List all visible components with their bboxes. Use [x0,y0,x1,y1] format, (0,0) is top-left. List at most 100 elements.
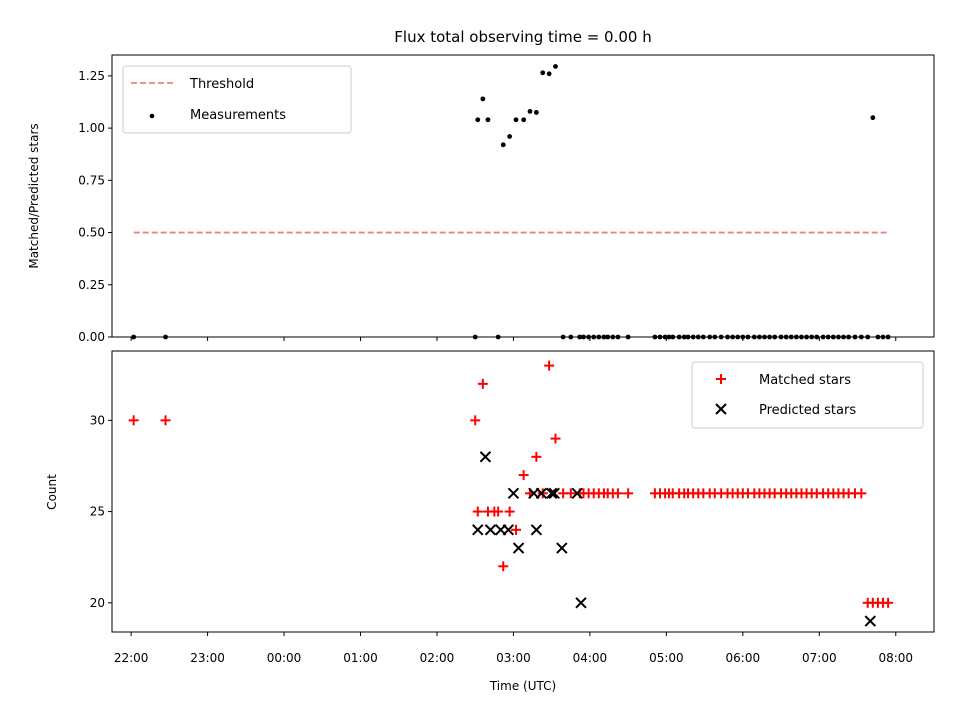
predicted-star-point [556,542,568,554]
matched-star-point [472,506,483,517]
matched-star-point [544,360,555,371]
x-tick-label: 08:00 [878,651,913,665]
matched-star-point [510,524,521,535]
x-tick-label: 02:00 [420,651,455,665]
bottom-x-tick: 07:00 [802,632,837,665]
bottom-x-tick: 04:00 [573,632,608,665]
legend-measurements-label: Measurements [190,108,286,123]
matched-star-point [504,506,515,517]
measurement-point [513,117,519,123]
top-y-tick-label: 0.00 [78,330,105,344]
measurement-point [870,115,876,121]
bottom-y-tick: 25 [90,505,112,519]
matched-star-point [565,488,576,499]
predicted-star-point [472,524,484,536]
predicted-star-point [479,451,492,463]
matched-star-point [160,415,171,426]
measurement-point [521,117,527,123]
bottom-y-tick: 20 [90,596,112,610]
matched-star-point [883,597,894,608]
predicted-star-point [548,487,560,500]
bottom-x-tick: 05:00 [649,632,684,665]
matched-star-point [470,415,481,426]
chart-title: Flux total observing time = 0.00 h [394,28,651,46]
legend-matched-marker [716,374,726,384]
bottom-x-tick: 06:00 [726,632,761,665]
bottom-y-tick-label: 30 [90,413,105,427]
matched-star-point [498,561,509,572]
x-tick-label: 04:00 [573,651,608,665]
top-y-tick-label: 0.75 [78,173,105,187]
legend-predicted-label: Predicted stars [759,403,856,418]
measurement-point [485,117,491,123]
measurement-point [507,134,513,139]
top-plot-frame [111,54,935,338]
matched-star-point [550,433,561,444]
legend-measurements-marker [149,113,155,119]
bottom-x-tick: 00:00 [267,632,302,665]
bottom-x-tick: 08:00 [878,632,913,665]
matched-star-point [856,488,867,499]
top-y-tick: 0.25 [78,278,112,292]
measurement-point [475,117,481,123]
top-y-tick: 1.00 [78,121,112,135]
top-x-ticks [130,337,897,341]
predicted-star-point [535,487,548,500]
measurement-point [527,109,533,114]
x-tick-label: 03:00 [496,651,531,665]
bottom-plot-panel: 20 25 30 22:00 23:00 00:00 01:00 02:00 03:00 04:… [45,350,935,693]
predicted-star-point [530,524,543,536]
bottom-data-layer [128,360,894,627]
top-y-tick-label: 0.50 [78,226,105,240]
bottom-x-tick: 22:00 [114,632,149,665]
bottom-legend: Matched stars Predicted stars [691,361,924,429]
measurement-point [500,142,506,148]
bottom-y-tick: 30 [90,413,112,427]
matched-star-point [531,451,542,462]
bottom-y-ticks: 20 25 30 [90,413,112,610]
top-y-tick: 1.25 [78,69,112,83]
bottom-x-tick: 02:00 [420,632,455,665]
measurement-point [553,64,558,69]
matched-star-point [612,488,623,499]
predicted-star-point [484,524,497,536]
legend-matched-label: Matched stars [759,373,851,388]
bottom-y-tick-label: 20 [90,596,105,610]
predicted-star-point [571,487,583,500]
top-y-tick-label: 0.25 [78,278,105,292]
top-y-tick: 0.50 [78,226,112,240]
legend-predicted-marker [715,403,727,415]
x-tick-label: 07:00 [802,651,837,665]
top-y-tick-label: 1.00 [78,121,105,135]
matched-star-point [493,506,504,517]
bottom-y-axis-label: Count [45,474,59,510]
matched-star-point [477,378,488,389]
top-legend: Threshold Measurements [122,65,352,134]
predicted-star-point [864,615,876,627]
x-tick-label: 00:00 [267,651,302,665]
bottom-x-ticks: 22:00 23:00 00:00 01:00 02:00 03:00 04:00 05:00… [114,632,913,665]
measurement-point [540,70,546,76]
bottom-x-tick: 03:00 [496,632,531,665]
measurement-point [480,96,486,102]
top-legend-box [122,65,352,134]
bottom-x-tick: 01:00 [343,632,378,665]
legend-threshold-label: Threshold [189,77,254,92]
predicted-star-point [545,487,558,500]
x-tick-label: 06:00 [726,651,761,665]
measurement-point [546,71,552,77]
x-tick-label: 22:00 [114,651,149,665]
top-y-tick: 0.75 [78,173,112,187]
predicted-star-point [502,524,515,536]
predicted-star-point [575,597,587,609]
top-plot-panel: 0.00 0.25 0.50 0.75 1.00 1.25 Matched/Predict… [27,54,935,344]
matched-star-point [623,488,634,499]
top-y-tick-label: 1.25 [78,69,105,83]
x-tick-label: 23:00 [190,651,225,665]
bottom-x-tick: 23:00 [190,632,225,665]
measurement-point [533,110,539,115]
x-tick-label: 05:00 [649,651,684,665]
top-y-ticks: 0.00 0.25 0.50 0.75 1.00 1.25 [78,69,112,344]
top-y-tick: 0.00 [78,330,112,344]
